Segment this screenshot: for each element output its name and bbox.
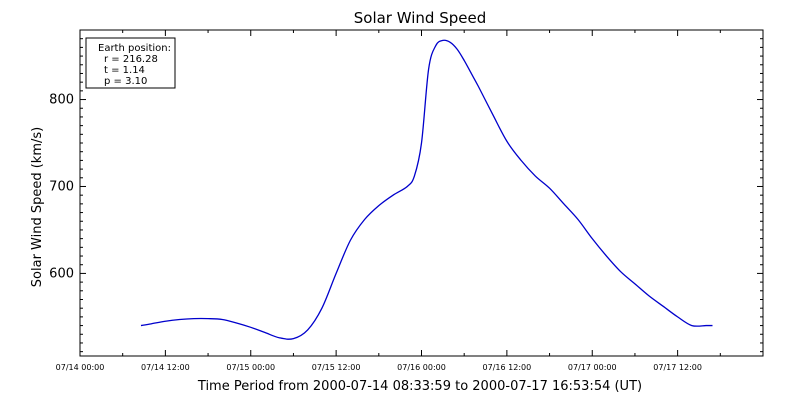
x-axis-ticks: 07/14 00:00 07/14 12:00 07/15 00:00 07/15 1… <box>56 30 764 372</box>
y-axis-ticks: 600 700 800 <box>49 29 763 353</box>
x-tick-label: 07/17 00:00 <box>568 363 617 372</box>
x-tick-label: 07/15 00:00 <box>226 363 275 372</box>
x-axis-label: Time Period from 2000-07-14 08:33:59 to … <box>197 379 642 394</box>
x-tick-label: 07/17 12:00 <box>653 363 702 372</box>
series-line <box>140 39 713 340</box>
y-tick-label: 600 <box>49 266 74 281</box>
plot-frame <box>79 29 764 357</box>
y-tick-label: 800 <box>49 93 74 108</box>
x-tick-label: 07/16 12:00 <box>483 363 532 372</box>
y-axis-label: Solar Wind Speed (km/s) <box>30 127 45 287</box>
x-tick-label: 07/15 12:00 <box>312 363 361 372</box>
legend-line-r: r = 216.28 <box>104 54 158 65</box>
series-group <box>140 39 713 340</box>
x-tick-label: 07/14 12:00 <box>141 363 190 372</box>
legend-line-p: p = 3.10 <box>104 76 147 87</box>
legend-box <box>85 37 176 89</box>
chart-title: Solar Wind Speed <box>354 9 486 27</box>
y-tick-label: 700 <box>49 179 74 194</box>
earth-position-legend: Earth position: r = 216.28 t = 1.14 p = … <box>85 37 176 89</box>
legend-line-heading: Earth position: <box>98 43 171 54</box>
x-tick-label: 07/16 00:00 <box>397 363 446 372</box>
legend-line-t: t = 1.14 <box>104 65 145 76</box>
x-tick-label: 07/14 00:00 <box>56 363 105 372</box>
